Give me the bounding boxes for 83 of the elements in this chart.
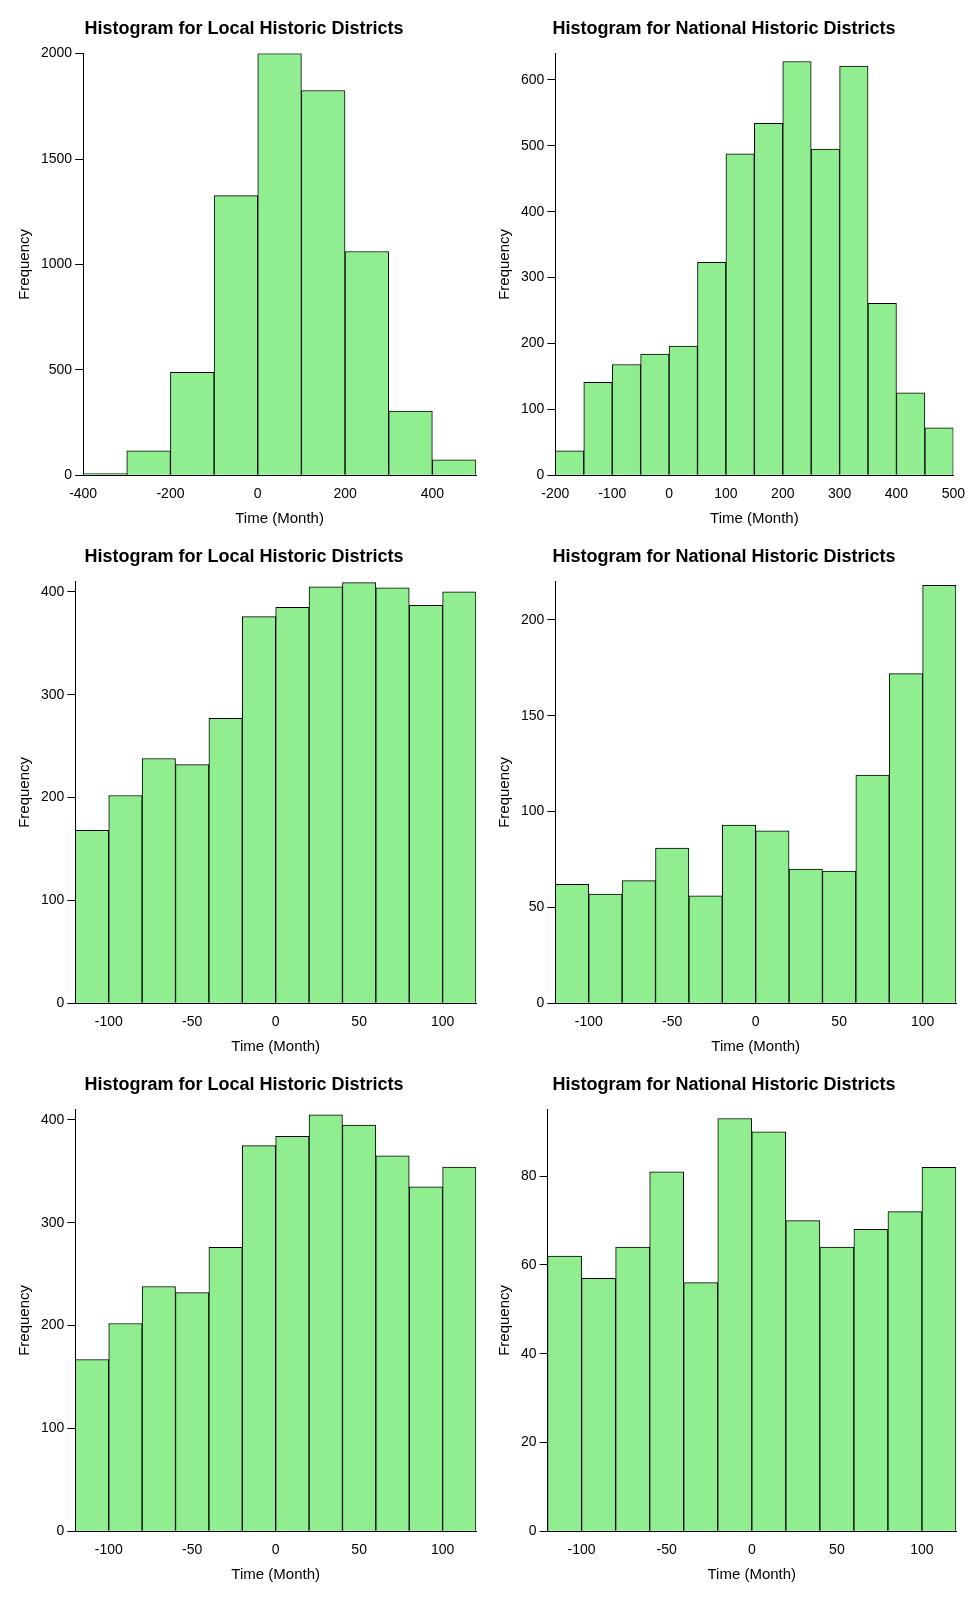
- x-axis-title: Time (Month): [710, 509, 799, 527]
- y-tick-label: 0: [536, 994, 545, 1011]
- y-tick-label: 0: [64, 466, 73, 483]
- y-tick-label: 0: [536, 466, 545, 483]
- x-axis-title: Time (Month): [235, 509, 324, 527]
- x-tick-label: 0: [751, 1013, 760, 1030]
- y-tick-label: 400: [41, 1110, 65, 1127]
- x-tick-label: 0: [747, 1541, 756, 1558]
- x-tick-label: 50: [829, 1541, 845, 1558]
- x-tick-label: 0: [271, 1541, 280, 1558]
- x-tick-label: -200: [156, 485, 185, 502]
- y-axis-title: Frequency: [495, 228, 513, 300]
- y-tick-label: 200: [521, 334, 545, 351]
- y-axis-title: Frequency: [15, 228, 33, 300]
- x-axis-title: Time (Month): [707, 1565, 797, 1583]
- x-tick-label: 200: [333, 485, 357, 502]
- x-tick-label: 50: [831, 1013, 848, 1030]
- y-tick-label: 400: [41, 582, 65, 599]
- y-tick-label: 500: [48, 360, 73, 377]
- y-tick-label: 300: [41, 685, 65, 702]
- y-tick-label: 600: [521, 70, 545, 87]
- x-tick-label: -50: [662, 1013, 683, 1030]
- y-tick-label: 100: [41, 1419, 65, 1436]
- y-tick-label: 0: [56, 994, 65, 1011]
- y-tick-label: 80: [520, 1167, 537, 1184]
- chart-title: Histogram for Local Historic Districts: [84, 1073, 404, 1094]
- y-tick-label: 100: [521, 400, 545, 417]
- x-axis-title: Time (Month): [231, 1565, 320, 1583]
- chart-title: Histogram for Local Historic Districts: [84, 545, 404, 566]
- x-tick-label: -100: [94, 1541, 123, 1558]
- y-tick-label: 100: [41, 891, 65, 908]
- y-tick-label: 100: [521, 802, 545, 819]
- y-tick-label: 400: [521, 202, 545, 219]
- x-axis-title: Time (Month): [711, 1037, 800, 1055]
- x-tick-label: -400: [69, 485, 98, 502]
- y-axis-title: Frequency: [495, 756, 513, 828]
- x-tick-label: -100: [598, 485, 627, 502]
- y-axis-title: Frequency: [15, 1284, 33, 1356]
- chart-title: Histogram for National Historic Districts: [552, 1073, 896, 1094]
- y-tick-label: 1500: [40, 149, 73, 166]
- y-tick-label: 40: [520, 1344, 537, 1361]
- y-tick-label: 200: [41, 1316, 65, 1333]
- y-tick-label: 500: [521, 136, 545, 153]
- x-axis-title: Time (Month): [231, 1037, 320, 1055]
- y-tick-label: 60: [520, 1255, 537, 1272]
- x-tick-label: 500: [941, 485, 966, 502]
- x-tick-label: 300: [827, 485, 852, 502]
- y-tick-label: 150: [521, 706, 545, 723]
- y-tick-label: 200: [41, 788, 65, 805]
- x-tick-label: -50: [182, 1541, 203, 1558]
- x-tick-label: -100: [567, 1541, 596, 1558]
- x-tick-label: 0: [253, 485, 262, 502]
- x-tick-label: -100: [574, 1013, 603, 1030]
- x-tick-label: -200: [541, 485, 570, 502]
- y-tick-label: 300: [521, 268, 545, 285]
- x-tick-label: 0: [271, 1013, 280, 1030]
- x-tick-label: 400: [420, 485, 445, 502]
- y-tick-label: 50: [528, 898, 545, 915]
- x-tick-label: -50: [182, 1013, 203, 1030]
- y-tick-label: 0: [528, 1522, 537, 1539]
- x-tick-label: 200: [771, 485, 795, 502]
- x-tick-label: 100: [430, 1541, 455, 1558]
- y-tick-label: 20: [520, 1433, 537, 1450]
- y-tick-label: 1000: [40, 255, 73, 272]
- x-tick-label: -100: [94, 1013, 123, 1030]
- y-tick-label: 0: [56, 1522, 65, 1539]
- x-tick-label: 100: [714, 485, 738, 502]
- y-tick-label: 300: [41, 1213, 65, 1230]
- x-tick-label: 50: [351, 1013, 368, 1030]
- x-tick-label: 100: [910, 1541, 934, 1558]
- x-tick-label: 100: [430, 1013, 455, 1030]
- y-axis-title: Frequency: [15, 756, 33, 828]
- y-axis-title: Frequency: [495, 1284, 513, 1356]
- chart-title: Histogram for National Historic Districts: [552, 17, 896, 38]
- x-tick-label: 0: [665, 485, 674, 502]
- x-tick-label: -50: [656, 1541, 678, 1558]
- x-tick-label: 100: [910, 1013, 935, 1030]
- y-tick-label: 2000: [40, 44, 73, 61]
- chart-title: Histogram for National Historic Districts: [552, 545, 896, 566]
- x-tick-label: 400: [884, 485, 909, 502]
- y-tick-label: 200: [521, 610, 545, 627]
- chart-title: Histogram for Local Historic Districts: [84, 17, 404, 38]
- x-tick-label: 50: [351, 1541, 368, 1558]
